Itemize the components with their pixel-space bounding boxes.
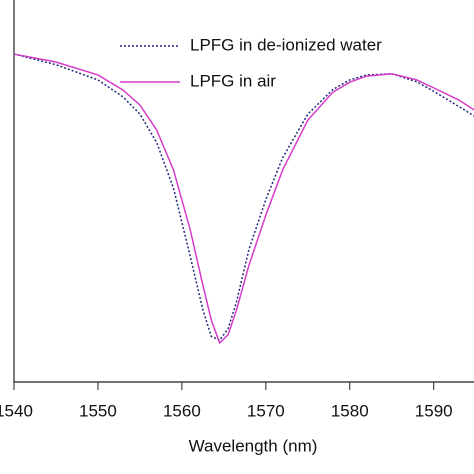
x-tick-label: 1550 bbox=[79, 401, 117, 420]
series-line bbox=[13, 53, 474, 342]
x-tick-label: 1560 bbox=[163, 401, 201, 420]
legend-label: LPFG in air bbox=[190, 71, 276, 90]
x-tick-label: 1580 bbox=[331, 401, 369, 420]
legend-label: LPFG in de-ionized water bbox=[190, 35, 382, 54]
series-line bbox=[13, 53, 474, 345]
x-tick-label: 1570 bbox=[247, 401, 285, 420]
x-tick-label: 1540 bbox=[0, 401, 33, 420]
x-tick-label: 1590 bbox=[415, 401, 453, 420]
x-axis-label: Wavelength (nm) bbox=[189, 436, 318, 455]
